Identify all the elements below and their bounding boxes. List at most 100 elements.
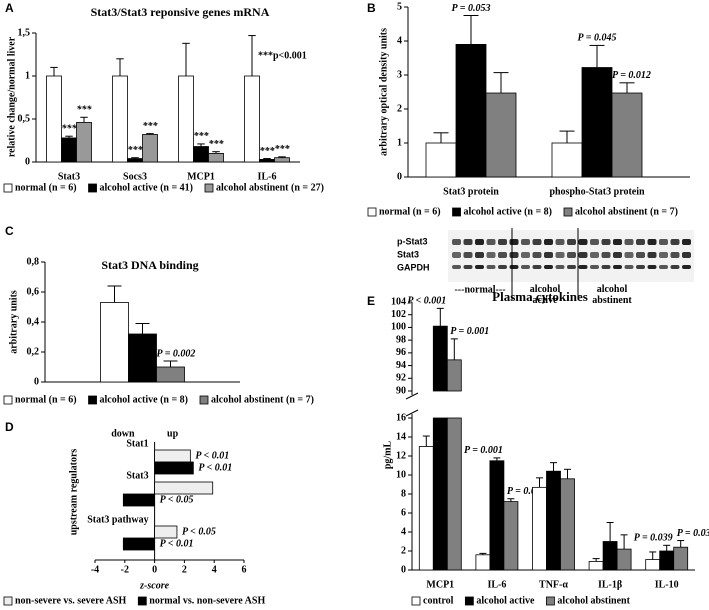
y-tick-label: 4 [401, 526, 406, 537]
blot-band [682, 265, 691, 269]
bar-annotation: P = 0.012 [612, 70, 651, 81]
bar-annotation: *** [209, 139, 225, 150]
y-axis-label: arbitrary optical density units [378, 28, 389, 156]
y-tick-label: 0,5 [18, 113, 31, 124]
bar-annotation: P = 0.037 [677, 528, 709, 539]
blot-band [682, 252, 691, 258]
y-tick-label: 5 [397, 1, 402, 12]
bar-annotation: P < 0.01 [160, 538, 194, 549]
blot-band [452, 265, 461, 269]
axis-break [405, 409, 419, 417]
blot-band [486, 252, 496, 258]
y-axis-label: relative change/normal liver [6, 36, 17, 157]
legend-label: alcohol active (n = 8) [464, 206, 552, 217]
blot-band [659, 239, 668, 245]
bar [455, 44, 487, 178]
y-tick-label: 0 [397, 171, 402, 182]
x-tick-label: IL-6 [487, 579, 506, 590]
blot-band [498, 265, 507, 269]
bar-annotation: P < 0.05 [182, 526, 216, 537]
y-tick-label: 0,2 [27, 346, 40, 357]
blot-band [659, 252, 668, 258]
bar [154, 525, 178, 539]
legend-swatch [546, 596, 555, 606]
bar [122, 537, 155, 551]
bar [156, 366, 185, 383]
bar [154, 449, 191, 463]
y-tick-label: 104 [391, 296, 406, 307]
panel-letter: B [367, 1, 376, 15]
y-tick-label: 1,5 [18, 27, 31, 38]
blot-band [532, 265, 542, 269]
bar-annotation: P = 0.002 [157, 348, 196, 359]
legend-label: normal vs. non-severe ASH [149, 595, 265, 606]
legend-swatch [452, 207, 461, 217]
blot-row-label: p-Stat3 [397, 236, 428, 246]
legend-swatch [88, 183, 97, 193]
bar [122, 493, 155, 507]
x-tick-label: Socs3 [123, 171, 147, 182]
legend-label: non-severe vs. severe ASH [15, 595, 127, 606]
axis-break [405, 392, 419, 400]
bar [154, 461, 194, 475]
y-tick-label: Stat3 [126, 470, 148, 481]
bar [546, 470, 561, 571]
blot-band [463, 239, 473, 245]
bar [560, 478, 575, 571]
bar [178, 75, 194, 163]
blot-band [475, 252, 484, 258]
x-tick-label: IL-10 [655, 579, 679, 590]
legend-swatch [199, 395, 209, 405]
y-tick-label: 98 [396, 334, 406, 345]
bar [46, 75, 62, 163]
blot-band [532, 239, 542, 245]
y-tick-label: 92 [396, 373, 406, 384]
bar [532, 486, 547, 571]
bar-annotation: *** [194, 131, 210, 142]
x-tick-label: IL-6 [258, 171, 277, 182]
bar-annotation: *** [260, 146, 276, 157]
blot-band [452, 252, 461, 258]
blot-band [521, 252, 530, 258]
legend-label: control [423, 595, 454, 606]
x-tick-label: IL-1β [598, 579, 622, 590]
blot-band [613, 252, 622, 258]
y-tick-label: 102 [391, 309, 406, 320]
legend-label: alcohol abstinent (n = 7) [575, 206, 678, 217]
bar [418, 446, 434, 571]
blot-band [509, 252, 519, 258]
y-tick-label: Stat3 pathway [87, 514, 148, 525]
blot-band [647, 252, 657, 258]
blot-band [624, 265, 634, 269]
y-tick-label: 14 [396, 431, 406, 442]
panel-letter: D [5, 420, 14, 434]
y-tick-label: 0 [401, 564, 406, 575]
blot-band [475, 239, 484, 245]
bar [61, 137, 77, 163]
y-tick-label: 0 [34, 376, 39, 387]
bar [259, 159, 275, 163]
bar-annotation: P < 0.05 [160, 494, 194, 505]
blot-group-label: alcohol active [530, 284, 561, 306]
x-tick-label: TNF-α [539, 579, 568, 590]
blot-band [613, 265, 622, 269]
blot-band [463, 252, 473, 258]
bar [616, 548, 632, 571]
blot-band [567, 252, 576, 258]
bar [588, 561, 604, 571]
bar-annotation: P = 0.053 [452, 3, 491, 14]
blot-band [544, 265, 553, 269]
blot-band [555, 252, 565, 258]
bar [425, 142, 457, 178]
blot-band [636, 239, 645, 245]
blot-band [544, 252, 553, 258]
y-tick-label: 8 [401, 488, 406, 499]
y-tick-label: 1 [25, 70, 30, 81]
blot-band [521, 265, 530, 269]
bar-annotation: *** [143, 121, 159, 132]
legend-swatch [563, 207, 573, 217]
bar [128, 333, 157, 383]
x-tick-label: Stat3 protein [443, 186, 499, 197]
blot-band [555, 265, 565, 269]
